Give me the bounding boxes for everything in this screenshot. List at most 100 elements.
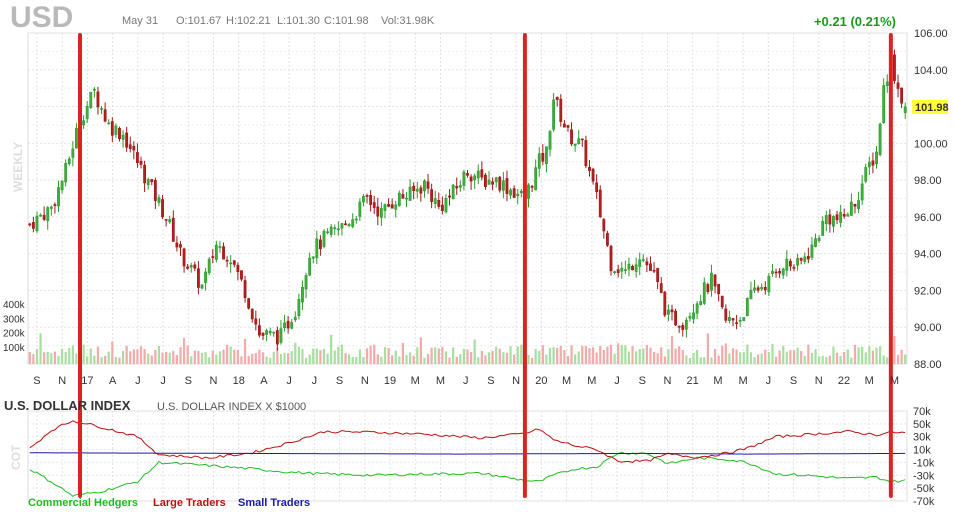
candle-body [207,258,211,274]
candle-body [860,183,864,201]
candle-body [498,176,502,191]
volume-bar [294,342,297,364]
volume-bar [376,354,379,364]
x-tick-label: S [33,375,40,387]
candle-body [53,204,57,206]
candle-body [616,269,620,273]
volume-bar [114,356,118,364]
volume-bar [828,355,831,364]
candle-body [308,257,312,276]
x-tick-label: J [135,375,141,387]
candle-body [272,331,276,334]
candle-body [39,214,42,217]
volume-bar [660,347,663,364]
volume-bar [136,349,139,364]
volume-bar [200,352,204,364]
candle-body [677,325,681,328]
candle-body [724,308,728,321]
price-grid [27,32,908,365]
volume-bar [330,334,333,364]
x-tick-label: S [639,375,646,387]
candle-body [103,109,107,122]
volume-bar [261,352,265,364]
candle-body [814,238,817,247]
x-tick-label: 20 [535,375,547,387]
volume-bar [749,352,753,364]
candle-body [336,228,340,231]
volume-bar [516,346,519,364]
candle-body [634,264,638,272]
candle-body [548,131,552,150]
volume-bar [487,352,491,364]
volume-bar [254,353,257,364]
volume-bar [150,355,153,364]
x-tick-label: N [663,375,671,387]
candle-body [484,174,487,188]
candle-body [333,227,337,230]
candle-body [179,244,182,248]
candle-body [150,179,154,183]
volume-bar [75,353,78,364]
price-y-tick: 100.00 [914,138,948,150]
x-tick-label: N [512,375,520,387]
volume-bar [663,356,666,364]
candle-body [315,238,319,259]
volume-bar [746,344,749,364]
volume-bar [347,354,351,364]
volume-bar [32,354,35,364]
volume-bar [100,357,103,364]
volume-bar [789,350,792,364]
candle-body [60,180,64,191]
volume-bar [161,352,164,364]
volume-bar [832,346,835,364]
volume-bar [774,356,778,364]
candle-body [871,160,875,166]
header-open: O:101.67 [176,15,221,27]
x-tick-label: 21 [687,375,699,387]
volume-bar [89,348,92,364]
candle-body [720,295,724,308]
candle-body [462,171,466,186]
candle-body [602,219,606,232]
volume-bar [459,354,462,364]
candle-body [365,195,369,197]
candle-body [161,199,164,218]
volume-bar [505,352,509,364]
volume-bar [538,350,541,364]
candle-body [832,216,835,227]
volume-bar [739,352,742,364]
candle-body [735,322,738,325]
volume-bar [401,342,405,364]
candlesticks [28,49,907,351]
volume-bar [129,351,132,364]
candle-body [318,239,322,250]
candle-body [469,176,473,182]
volume-bar [495,346,498,364]
candle-body [641,259,645,261]
volume-bar [670,336,674,364]
volume-bar [39,333,42,364]
candle-body [903,106,907,113]
volume-bar [233,349,236,364]
candle-body [397,192,401,206]
candle-body [645,261,649,266]
x-tick-label: J [463,375,469,387]
volume-bar [53,351,57,364]
volume-tick: 200k [3,329,26,340]
candle-body [322,230,326,247]
volume-bar [900,349,903,364]
volume-bar [462,348,466,364]
candle-body [286,320,290,329]
volume-bar [308,354,311,364]
volume-bar [810,352,814,364]
candle-body [257,325,261,336]
volume-bar [853,344,857,364]
candle-body [268,330,272,334]
candle-body [293,316,297,321]
candle-body [42,214,46,220]
candle-body [164,219,168,221]
candle-body [340,223,344,229]
candle-body [240,270,243,280]
volume-bar [886,357,889,364]
candle-body [347,224,351,226]
